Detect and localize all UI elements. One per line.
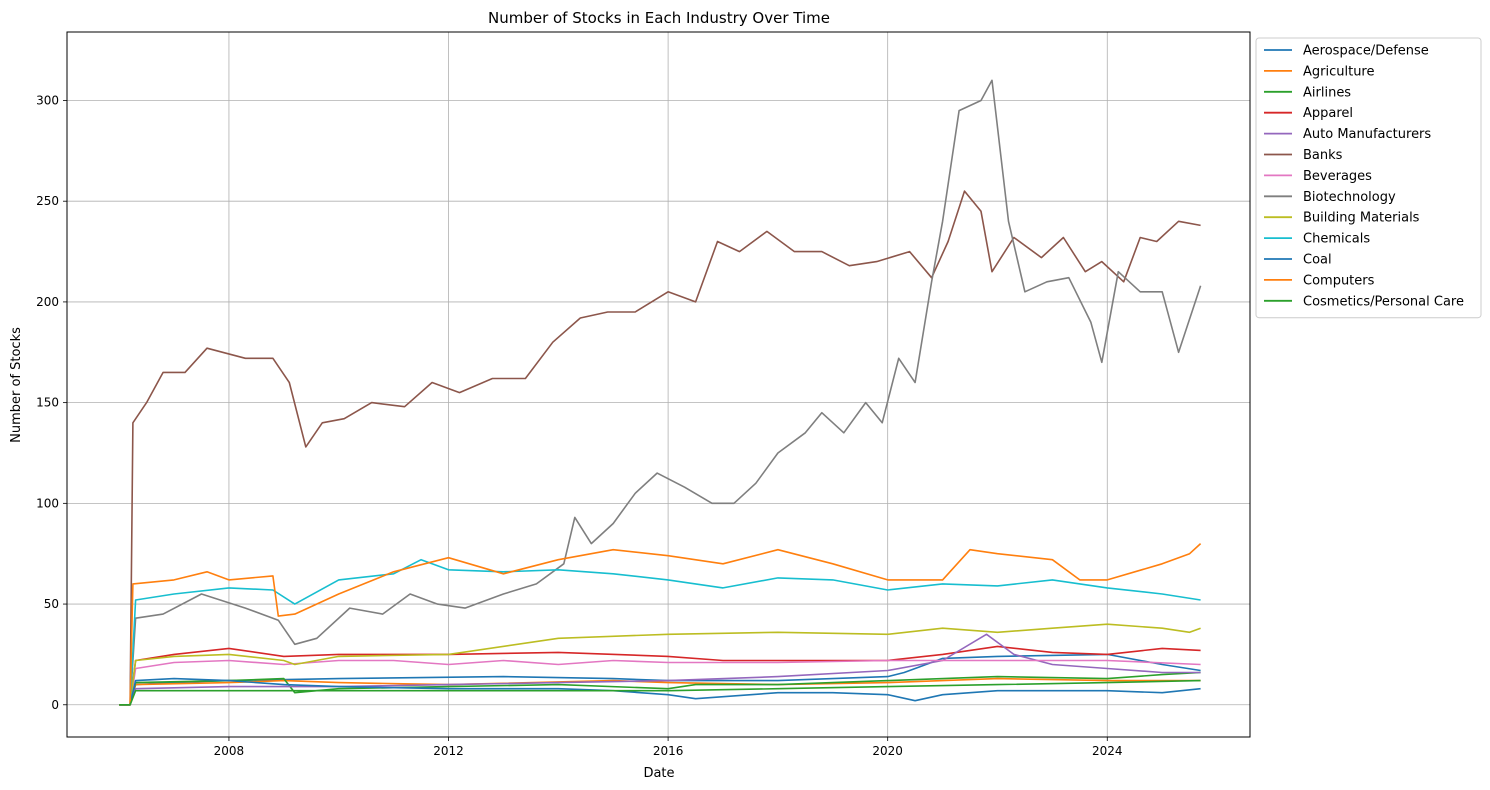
y-tick-label: 300 [36, 93, 59, 107]
series-line-coal [119, 677, 1201, 706]
y-tick-label: 50 [44, 597, 59, 611]
legend-entry: Cosmetics/Personal Care [1303, 294, 1464, 309]
legend-entry: Auto Manufacturers [1303, 127, 1431, 142]
series-line-airlines [119, 671, 1201, 706]
x-tick-label: 2008 [214, 744, 245, 758]
x-axis: 2008 2012 2016 2020 2024 [214, 737, 1123, 758]
series-line-beverages [119, 659, 1201, 706]
legend-entry: Banks [1303, 148, 1343, 163]
y-axis: 0 50 100 150 200 250 300 [36, 93, 67, 712]
series-line-aerospace-defense [119, 653, 1201, 706]
series-line-biotechnology [119, 79, 1202, 706]
legend-entry: Apparel [1303, 106, 1353, 121]
grid [67, 32, 1250, 737]
y-tick-label: 0 [51, 698, 59, 712]
legend-entry: Chemicals [1303, 232, 1370, 247]
y-tick-label: 100 [36, 496, 59, 510]
x-tick-label: 2020 [872, 744, 903, 758]
legend-entry: Coal [1303, 253, 1332, 268]
chart-title: Number of Stocks in Each Industry Over T… [488, 9, 830, 27]
legend-entry: Agriculture [1303, 64, 1375, 79]
series-line-cosmetics-personal-care [119, 679, 1201, 706]
legend-entry: Building Materials [1303, 211, 1420, 226]
x-axis-label: Date [643, 766, 674, 781]
legend-entry: Biotechnology [1303, 190, 1396, 205]
legend-entry: Computers [1303, 273, 1375, 288]
legend-frame [1255, 37, 1482, 319]
series-line-banks [119, 190, 1201, 706]
y-tick-label: 250 [36, 194, 59, 208]
x-tick-label: 2024 [1092, 744, 1123, 758]
series-line-chemicals [119, 558, 1201, 706]
x-tick-label: 2016 [653, 744, 684, 758]
series-line-computers [119, 543, 1202, 706]
series-line-auto-manufacturers [119, 633, 1201, 706]
series-layer [119, 79, 1202, 706]
y-axis-label: Number of Stocks [9, 327, 24, 443]
legend-entry: Beverages [1303, 169, 1372, 184]
series-line-building-materials [119, 623, 1201, 706]
legend: Aerospace/Defense Agriculture Airlines Appa… [1255, 37, 1482, 319]
y-tick-label: 150 [36, 396, 59, 410]
legend-entry: Aerospace/Defense [1303, 44, 1429, 59]
series-line-apparel [119, 645, 1201, 706]
x-tick-label: 2012 [433, 744, 464, 758]
plot-frame [66, 31, 1251, 738]
legend-entry: Airlines [1303, 85, 1351, 100]
y-tick-label: 200 [36, 295, 59, 309]
